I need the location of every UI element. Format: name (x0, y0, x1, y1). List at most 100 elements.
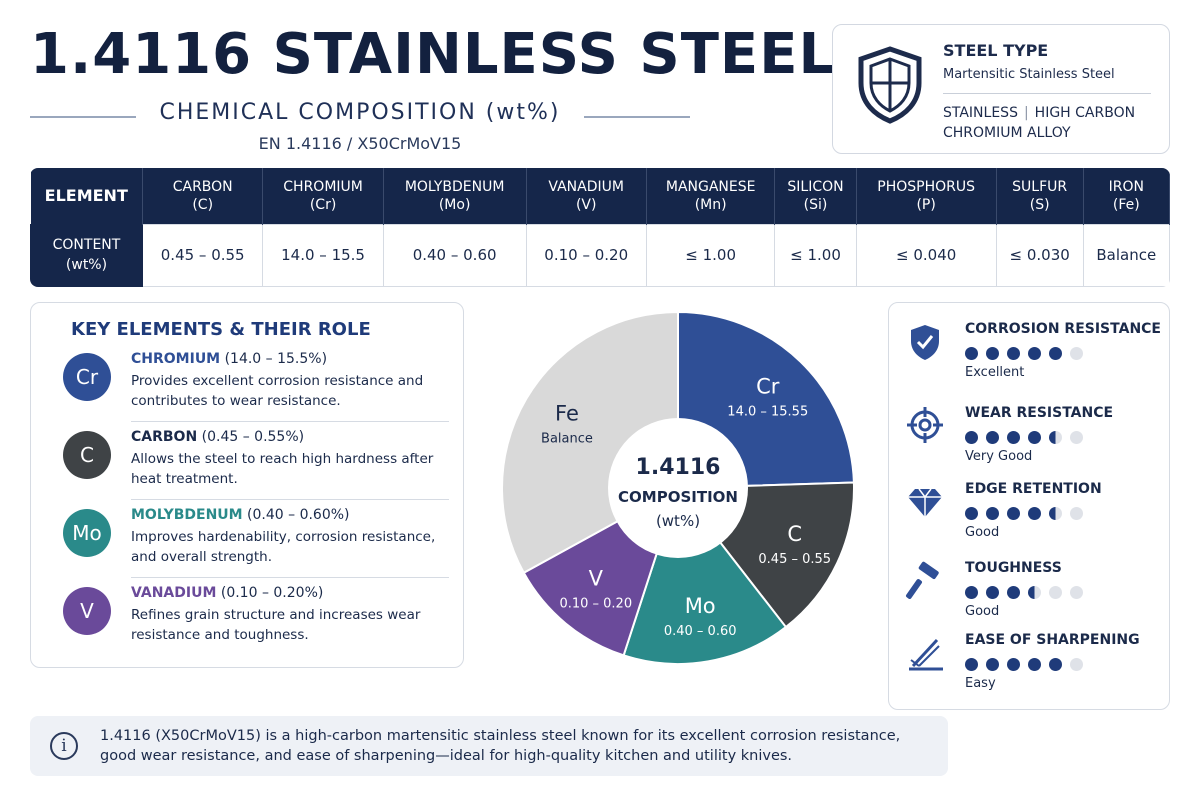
pie-slice-label: Mo (685, 594, 716, 618)
key-element-name: CHROMIUM (131, 351, 221, 367)
shield-check-icon (911, 325, 939, 360)
sharpening-icon (909, 638, 943, 671)
row-label-line2: (wt%) (65, 257, 108, 273)
rating-dot (965, 658, 978, 671)
subtitle-block: CHEMICAL COMPOSITION (wt%) (30, 100, 690, 132)
pie-slice-label: V (589, 566, 604, 590)
key-element-range: (14.0 – 15.5%) (220, 351, 328, 367)
property-item: TOUGHNESS Good (905, 560, 1161, 636)
rating-dot (1070, 507, 1083, 520)
rating-dot (1070, 586, 1083, 599)
subtitle-divider-left (30, 116, 136, 118)
table-cell-content: 0.45 – 0.55 (141, 223, 264, 287)
key-element-name: CARBON (131, 429, 198, 445)
table-header-cell: PHOSPHORUS (P) (856, 168, 997, 224)
key-element-title: CHROMIUM (14.0 – 15.5%) (131, 351, 327, 367)
rating-dot (986, 658, 999, 671)
property-item: CORROSION RESISTANCE Excellent (905, 321, 1161, 397)
key-element-name: MOLYBDENUM (131, 507, 243, 523)
property-item: WEAR RESISTANCE Very Good (905, 405, 1161, 481)
table-cell-content: ≤ 1.00 (774, 223, 857, 287)
table-cell-content: ≤ 1.00 (645, 223, 776, 287)
element-name: MOLYBDENUM (404, 178, 505, 195)
pie-slice-value: 14.0 – 15.55 (727, 404, 808, 419)
property-rating-text: Excellent (965, 365, 1025, 380)
properties-panel: CORROSION RESISTANCE Excellent WEAR RESIST… (888, 302, 1170, 710)
rating-dot (1007, 347, 1020, 360)
property-rating-dots (965, 654, 1091, 671)
table-cell-content: 0.10 – 0.20 (525, 223, 647, 287)
key-element-title: CARBON (0.45 – 0.55%) (131, 429, 304, 445)
rating-dot (986, 431, 999, 444)
table-header-cell: MANGANESE (Mn) (646, 168, 776, 224)
element-symbol: (Mo) (438, 196, 471, 213)
pie-slice-value: 0.45 – 0.55 (758, 552, 831, 567)
property-name: WEAR RESISTANCE (965, 405, 1114, 421)
rating-dot (986, 347, 999, 360)
key-element-divider (131, 577, 449, 578)
property-rating-text: Very Good (965, 449, 1033, 464)
rating-dot (1070, 431, 1083, 444)
property-name: TOUGHNESS (965, 560, 1062, 576)
key-element-name: VANADIUM (131, 585, 217, 601)
crosshair-icon (907, 407, 943, 443)
pie-slice-label: Cr (756, 374, 780, 398)
element-name: SULFUR (1012, 178, 1068, 195)
key-element-description: Provides excellent corrosion resistance … (131, 373, 424, 409)
composition-table: ELEMENT CARBON (C) CHROMIUM (Cr) MOLYBDENUM(… (30, 168, 1170, 287)
property-item: EASE OF SHARPENING Easy (905, 632, 1161, 708)
steel-type-divider (943, 93, 1151, 94)
element-symbol-badge: V (63, 587, 111, 635)
element-symbol-badge: Mo (63, 509, 111, 557)
rating-dot (1049, 658, 1062, 671)
element-name: MANGANESE (665, 178, 756, 195)
table-cell-content: Balance (1082, 223, 1170, 287)
rating-dot (1028, 658, 1041, 671)
element-symbol: (Si) (803, 196, 828, 213)
table-header-cell: SILICON (Si) (774, 168, 857, 224)
element-name: CARBON (172, 178, 233, 195)
steel-tag: CHROMIUM ALLOY (943, 125, 1071, 141)
composition-pie-chart: Cr 14.0 – 15.55 C 0.45 – 0.55 Mo 0.40 – 0.60 V… (496, 306, 860, 670)
key-element-description: Improves hardenability, corrosion resist… (131, 529, 436, 565)
row-label-line1: CONTENT (52, 237, 121, 253)
table-header-cell: CARBON (C) (142, 168, 264, 224)
element-symbol: (P) (916, 196, 936, 213)
hammer-icon (906, 561, 939, 599)
element-name: CHROMIUM (283, 178, 363, 195)
rating-dot (1028, 347, 1041, 360)
rating-dot (1049, 347, 1062, 360)
table-header-cell: IRON (Fe) (1083, 168, 1170, 224)
pie-center-label: (wt%) (656, 512, 700, 530)
element-symbol: (S) (1029, 196, 1050, 213)
key-element-title: VANADIUM (0.10 – 0.20%) (131, 585, 323, 601)
property-rating-text: Easy (965, 676, 996, 691)
rating-dot (1007, 586, 1020, 599)
property-rating-dots (965, 343, 1091, 360)
rating-dot (1028, 431, 1041, 444)
key-element-title: MOLYBDENUM (0.40 – 0.60%) (131, 507, 350, 523)
element-name: PHOSPHORUS (877, 178, 976, 195)
pie-center-label: 1.4116 (636, 455, 721, 480)
info-icon: i (50, 732, 78, 760)
property-rating-dots (965, 582, 1091, 599)
table-header-element: ELEMENT (30, 168, 143, 224)
rating-dot (1049, 586, 1062, 599)
rating-dot (965, 586, 978, 599)
pie-center-label: COMPOSITION (618, 488, 738, 506)
property-name: EDGE RETENTION (965, 481, 1102, 497)
standard-designation: EN 1.4116 / X50CrMoV15 (258, 134, 462, 153)
steel-type-label: STEEL TYPE (943, 41, 1049, 60)
rating-dot (1028, 507, 1041, 520)
element-symbol: (Cr) (309, 196, 337, 213)
table-row-label: CONTENT (wt%) (30, 223, 143, 287)
property-rating-text: Good (965, 525, 1000, 540)
element-symbol: (C) (192, 196, 214, 213)
element-name: VANADIUM (548, 178, 624, 195)
property-rating-dots (965, 503, 1091, 520)
table-cell-content: ≤ 0.040 (855, 223, 997, 287)
key-element-range: (0.40 – 0.60%) (242, 507, 350, 523)
element-name: IRON (1108, 178, 1144, 195)
rating-dot (1070, 347, 1083, 360)
info-note-text: 1.4116 (X50CrMoV15) is a high-carbon mar… (100, 728, 901, 764)
